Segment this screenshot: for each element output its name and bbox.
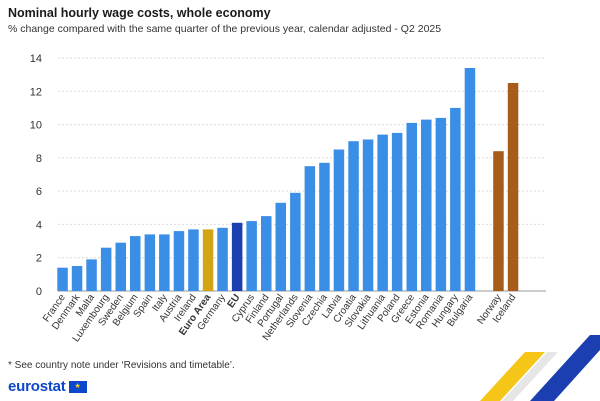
eurostat-logo: eurostat ★: [8, 378, 87, 395]
bar-norway: [493, 151, 504, 291]
y-axis-ticks: 0 2 4 6 8 10 12 14: [30, 53, 42, 298]
bar-finland: [261, 216, 272, 291]
yellow-stripe: [480, 352, 545, 401]
bar-bulgaria: [464, 68, 476, 291]
y-tick-label: 8: [36, 153, 42, 165]
bar-latvia: [333, 149, 345, 291]
bar-slovenia: [304, 166, 316, 291]
bar-cyprus: [246, 221, 257, 291]
chart-subtitle: % change compared with the same quarter …: [8, 23, 442, 35]
bar-netherlands: [290, 192, 301, 291]
y-tick-label: 0: [36, 286, 42, 298]
bar-portugal: [275, 202, 286, 291]
bar-denmark: [71, 266, 83, 291]
bar-italy: [159, 234, 170, 291]
bar-france: [57, 267, 68, 291]
bar-iceland: [507, 83, 519, 291]
bar-malta: [86, 259, 97, 291]
y-tick-label: 2: [36, 253, 42, 265]
chart-title: Nominal hourly wage costs, whole economy: [8, 6, 271, 20]
bar-chart: 0 2 4 6 8 10 12 14 FranceDenmarkMaltaLuxembourg…: [30, 53, 546, 345]
blue-stripe: [530, 335, 600, 401]
eu-flag-icon: ★: [68, 380, 87, 393]
bar-eu: [231, 222, 243, 291]
bar-ireland: [188, 229, 199, 291]
footnote: * See country note under ‘Revisions and …: [8, 360, 235, 371]
bar-belgium: [130, 236, 141, 291]
y-tick-label: 4: [36, 219, 42, 231]
grey-stripe: [502, 352, 558, 401]
y-tick-label: 10: [30, 120, 42, 132]
bar-czechia: [319, 162, 330, 291]
bar-sweden: [115, 242, 126, 291]
bar-hungary: [450, 107, 461, 292]
bar-germany: [217, 227, 228, 291]
bar-spain: [144, 234, 156, 291]
bar-lithuania: [377, 134, 388, 291]
bar-euro-area: [202, 229, 214, 291]
y-tick-label: 12: [30, 86, 42, 98]
brand-name: eurostat: [8, 378, 66, 395]
bar-austria: [173, 231, 185, 291]
corner-decoration: [480, 335, 600, 401]
bar-estonia: [421, 119, 432, 291]
bar-poland: [391, 132, 403, 291]
x-axis-labels: FranceDenmarkMaltaLuxembourgSwedenBelgiu…: [41, 292, 518, 345]
bars: [57, 68, 519, 292]
y-tick-label: 14: [30, 53, 42, 65]
bar-croatia: [348, 141, 359, 291]
bar-greece: [406, 122, 417, 292]
y-tick-label: 6: [36, 186, 42, 198]
bar-luxembourg: [100, 247, 112, 291]
bar-slovakia: [362, 139, 374, 291]
bar-romania: [435, 117, 447, 292]
